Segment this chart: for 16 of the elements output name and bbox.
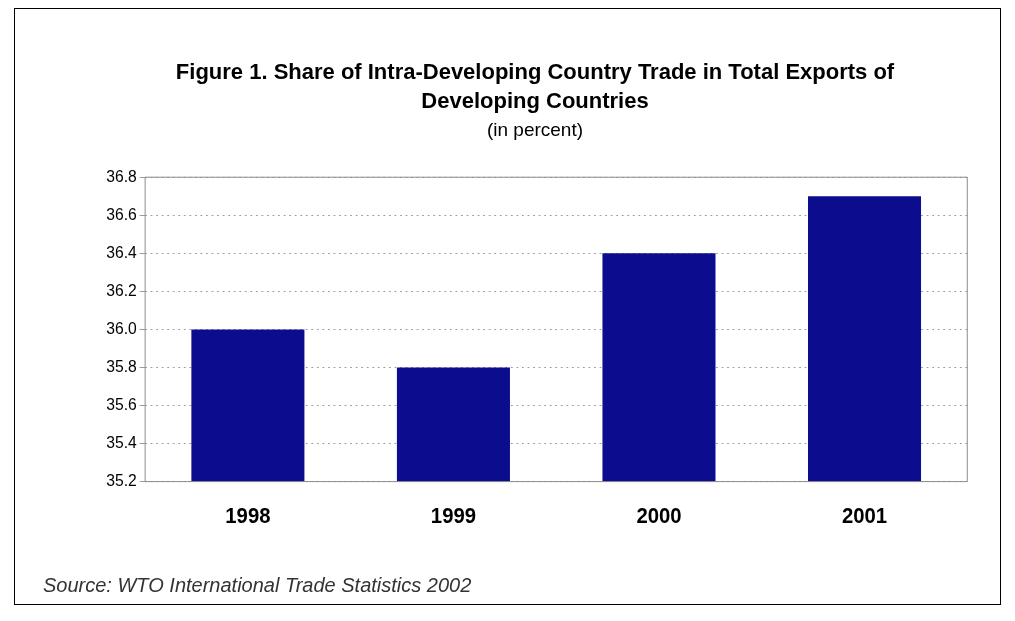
chart-subtitle: (in percent) xyxy=(485,119,585,141)
y-tick-label: 36.6 xyxy=(106,204,137,224)
y-tick-label: 35.6 xyxy=(106,394,137,414)
x-tick-label: 2000 xyxy=(636,503,682,528)
y-tick-label: 35.8 xyxy=(106,356,137,376)
source-note: Source: WTO International Trade Statistics 2002 xyxy=(43,574,472,597)
y-tick-label: 36.2 xyxy=(106,280,137,300)
y-tick-label: 36.8 xyxy=(106,166,137,185)
y-tick-label: 35.2 xyxy=(106,470,137,490)
y-tick-label: 36.4 xyxy=(106,242,137,262)
x-tick-label: 1998 xyxy=(225,503,271,528)
y-tick-label: 36.0 xyxy=(106,318,137,338)
chart-title: Figure 1. Share of Intra-Developing Country Trade in Total Exports of Developing Countries xyxy=(175,58,895,115)
y-tick-label: 35.4 xyxy=(106,432,137,452)
x-tick-label: 1999 xyxy=(430,503,477,528)
x-tick-label: 2001 xyxy=(841,503,888,528)
